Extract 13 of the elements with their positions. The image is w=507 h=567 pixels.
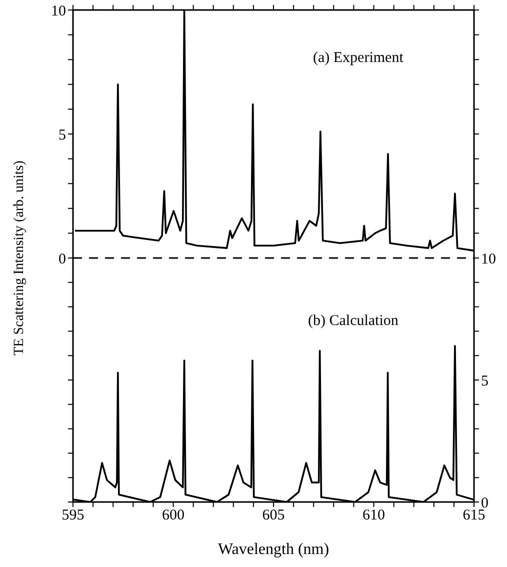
- annotation: (a) Experiment: [313, 50, 404, 67]
- x-axis-title: Wavelength (nm): [218, 541, 330, 558]
- x-tick-label: 610: [362, 508, 385, 524]
- annotation: (b) Calculation: [308, 313, 398, 330]
- y2-tick-label: 5: [481, 373, 488, 390]
- x-tick-label: 600: [162, 508, 184, 524]
- x-tick-label: 595: [62, 508, 84, 524]
- y-tick-label: 0: [58, 251, 66, 268]
- y-tick-label: 10: [51, 3, 66, 20]
- y-axis-title: TE Scattering Intensity (arb. units): [12, 160, 28, 356]
- y-tick-label: 5: [58, 127, 66, 144]
- x-tick-label: 605: [262, 508, 285, 524]
- y2-tick-label: 10: [481, 251, 496, 268]
